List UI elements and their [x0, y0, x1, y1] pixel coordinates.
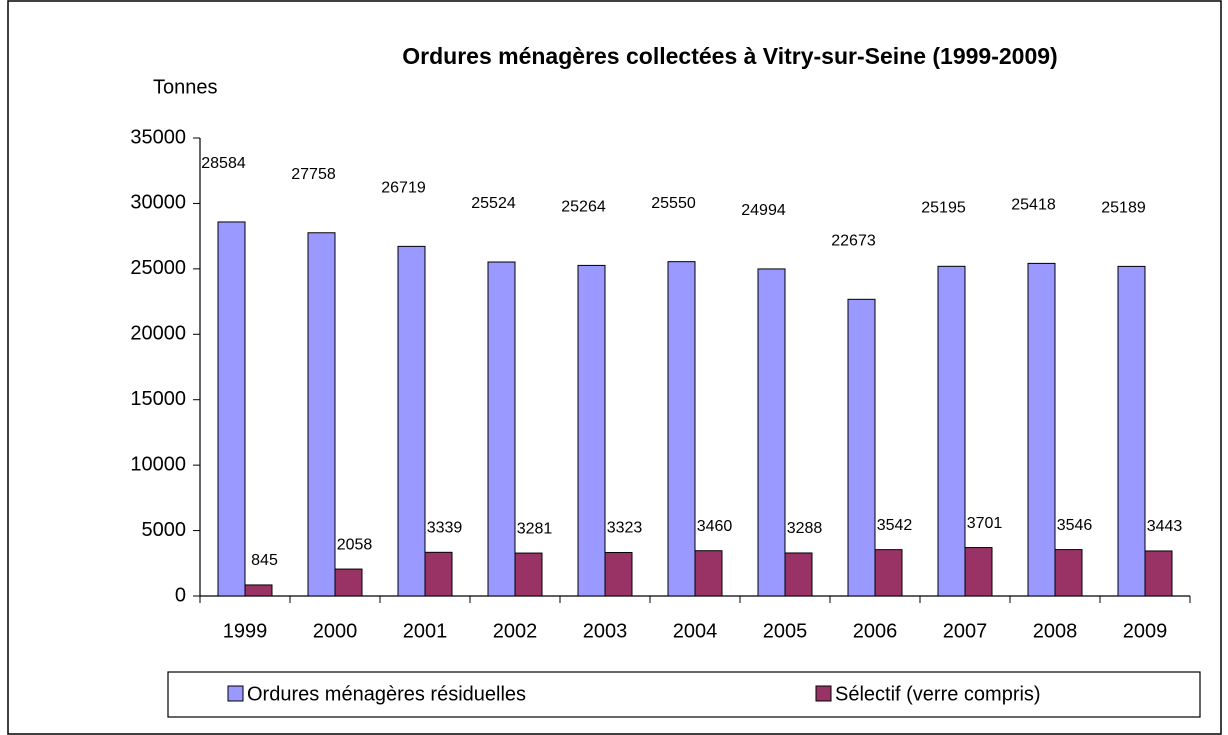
data-label: 3701 — [967, 515, 1003, 532]
legend — [167, 671, 1201, 718]
data-label: 27758 — [291, 166, 336, 183]
bar — [964, 547, 993, 597]
bar — [1027, 262, 1056, 597]
data-label: 845 — [251, 552, 278, 569]
bar — [514, 552, 543, 597]
bar — [784, 552, 813, 597]
y-tick-label: 30000 — [130, 192, 186, 214]
legend-label: Sélectif (verre compris) — [835, 683, 1041, 705]
bar — [307, 232, 336, 597]
y-tick-label: 15000 — [130, 388, 186, 410]
x-tick-label: 2008 — [1033, 620, 1078, 642]
data-label: 3323 — [607, 520, 643, 537]
x-tick-label: 2006 — [853, 620, 898, 642]
data-label: 3281 — [517, 520, 553, 537]
x-tick-label: 2009 — [1123, 620, 1168, 642]
bar — [1117, 265, 1146, 597]
x-tick-label: 2003 — [583, 620, 628, 642]
chart-title: Ordures ménagères collectées à Vitry-sur… — [402, 43, 1057, 69]
data-label: 25264 — [561, 199, 606, 216]
y-tick-label: 20000 — [130, 323, 186, 345]
bar — [397, 245, 426, 597]
bar — [244, 584, 273, 597]
data-label: 3288 — [787, 520, 823, 537]
bar — [1054, 549, 1083, 597]
data-label: 25195 — [921, 200, 966, 217]
chart-border — [7, 0, 1222, 735]
bar — [1144, 550, 1173, 597]
bar — [757, 268, 786, 597]
x-tick-label: 2002 — [493, 620, 538, 642]
data-label: 25524 — [471, 195, 516, 212]
data-label: 3460 — [697, 518, 733, 535]
data-label: 28584 — [201, 155, 246, 172]
data-label: 25189 — [1101, 200, 1146, 217]
x-tick-label: 2000 — [313, 620, 358, 642]
x-tick-label: 2004 — [673, 620, 718, 642]
bar — [577, 264, 606, 597]
x-tick-label: 2007 — [943, 620, 988, 642]
data-label: 2058 — [337, 536, 373, 553]
legend-label: Ordures ménagères résiduelles — [247, 683, 526, 705]
data-label: 26719 — [381, 180, 426, 197]
data-label: 3339 — [427, 520, 463, 537]
legend-swatch — [227, 685, 244, 702]
data-label: 22673 — [831, 233, 876, 250]
y-tick-label: 5000 — [142, 519, 187, 541]
data-label: 24994 — [741, 202, 786, 219]
data-label: 3546 — [1057, 517, 1093, 534]
bar — [874, 549, 903, 597]
y-tick-label: 25000 — [130, 257, 186, 279]
bar — [847, 298, 876, 597]
data-label: 3443 — [1147, 518, 1183, 535]
bar — [424, 551, 453, 597]
data-label: 25550 — [651, 195, 696, 212]
bar — [334, 568, 363, 597]
x-tick-label: 2001 — [403, 620, 448, 642]
y-tick-label: 0 — [175, 584, 186, 606]
bar — [604, 552, 633, 597]
legend-swatch — [815, 685, 832, 702]
y-tick-label: 35000 — [130, 126, 186, 148]
bar — [487, 261, 516, 597]
data-label: 25418 — [1011, 197, 1056, 214]
bar — [667, 261, 696, 597]
bar — [217, 221, 246, 597]
x-tick-label: 1999 — [223, 620, 268, 642]
data-label: 3542 — [877, 517, 913, 534]
x-tick-label: 2005 — [763, 620, 808, 642]
y-axis-label: Tonnes — [153, 76, 218, 98]
bar — [937, 265, 966, 597]
y-tick-label: 10000 — [130, 453, 186, 475]
bar — [694, 550, 723, 597]
